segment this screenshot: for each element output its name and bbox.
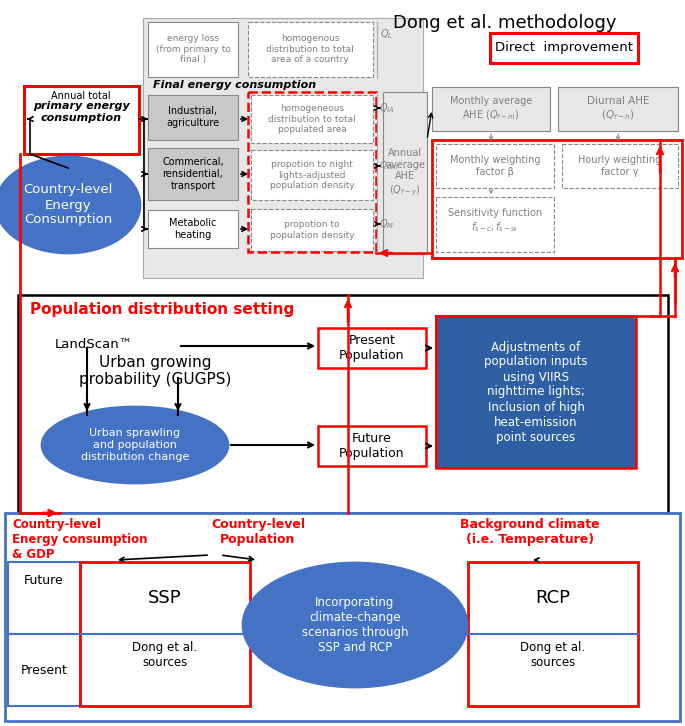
Bar bbox=[251, 95, 373, 143]
Text: $Q_M$: $Q_M$ bbox=[379, 217, 395, 231]
Bar bbox=[436, 144, 554, 188]
Bar bbox=[318, 328, 426, 368]
Bar bbox=[562, 144, 678, 188]
Text: $Q_{CRT}$: $Q_{CRT}$ bbox=[379, 160, 401, 172]
Text: homogeneous
distribution to total
populated area: homogeneous distribution to total popula… bbox=[268, 104, 356, 134]
Text: Dong et al.
sources: Dong et al. sources bbox=[521, 641, 586, 669]
Bar bbox=[8, 634, 80, 706]
Bar bbox=[24, 86, 139, 154]
Bar bbox=[432, 140, 682, 258]
Text: Industrial,
agriculture: Industrial, agriculture bbox=[166, 106, 220, 128]
Bar bbox=[248, 92, 376, 252]
Bar bbox=[436, 197, 554, 252]
Text: Present: Present bbox=[21, 664, 67, 677]
Bar bbox=[383, 92, 427, 254]
Text: Population distribution setting: Population distribution setting bbox=[30, 302, 295, 317]
Text: Monthly weighting
factor β: Monthly weighting factor β bbox=[450, 155, 540, 177]
Text: energy loss
(from primary to
final ): energy loss (from primary to final ) bbox=[155, 34, 230, 64]
Bar bbox=[148, 210, 238, 248]
Ellipse shape bbox=[42, 407, 228, 483]
Text: Diurnal AHE
$(Q_{f-h})$: Diurnal AHE $(Q_{f-h})$ bbox=[587, 97, 649, 122]
Text: $Q_L$: $Q_L$ bbox=[380, 27, 393, 41]
Bar bbox=[436, 316, 636, 468]
Text: Final energy consumption: Final energy consumption bbox=[153, 80, 316, 90]
Ellipse shape bbox=[0, 157, 140, 253]
Bar bbox=[251, 209, 373, 251]
Text: Country-level
Energy
Consumption: Country-level Energy Consumption bbox=[23, 184, 113, 227]
Text: primary energy
consumption: primary energy consumption bbox=[33, 101, 129, 123]
Bar bbox=[248, 22, 373, 77]
Text: SSP: SSP bbox=[148, 589, 182, 607]
Text: Monthly average
AHE $(Q_{f-m})$: Monthly average AHE $(Q_{f-m})$ bbox=[450, 97, 532, 122]
Text: Hourly weighting
factor γ: Hourly weighting factor γ bbox=[578, 155, 662, 177]
Text: Future
Population: Future Population bbox=[339, 432, 405, 460]
Bar bbox=[80, 562, 250, 706]
Bar bbox=[143, 18, 423, 278]
Bar bbox=[251, 150, 373, 200]
Bar bbox=[148, 95, 238, 140]
Bar bbox=[318, 426, 426, 466]
Text: $Q_{IA}$: $Q_{IA}$ bbox=[379, 101, 395, 115]
Text: Annual total: Annual total bbox=[51, 91, 111, 101]
Bar bbox=[18, 295, 668, 513]
Text: LandScan™: LandScan™ bbox=[55, 338, 133, 351]
Text: Country-level
Energy consumption
& GDP: Country-level Energy consumption & GDP bbox=[12, 518, 147, 561]
Text: Urban sprawling
and population
distribution change: Urban sprawling and population distribut… bbox=[81, 428, 189, 462]
Text: Direct  improvement: Direct improvement bbox=[495, 41, 633, 54]
Text: Country-level
Population: Country-level Population bbox=[211, 518, 305, 546]
Text: Incorporating
climate-change
scenarios through
SSP and RCP: Incorporating climate-change scenarios t… bbox=[302, 596, 408, 654]
Text: Metabolic
heating: Metabolic heating bbox=[169, 219, 216, 240]
Bar bbox=[148, 148, 238, 200]
Text: Sensitivity function
$f_{s-c}, f_{s-w}$: Sensitivity function $f_{s-c}, f_{s-w}$ bbox=[448, 208, 542, 234]
Bar bbox=[5, 513, 680, 721]
Text: Dong et al.
sources: Dong et al. sources bbox=[132, 641, 197, 669]
Text: Urban growing
probability (GUGPS): Urban growing probability (GUGPS) bbox=[79, 355, 231, 388]
Text: Annual
average
AHE
$(Q_{f-y})$: Annual average AHE $(Q_{f-y})$ bbox=[385, 148, 425, 197]
Text: Present
Population: Present Population bbox=[339, 334, 405, 362]
Text: propotion to
population density: propotion to population density bbox=[270, 220, 354, 240]
Bar bbox=[468, 562, 638, 706]
Bar bbox=[432, 87, 550, 131]
Text: Adjustments of
population inputs
using VIIRS
nighttime lights;
Inclusion of high: Adjustments of population inputs using V… bbox=[484, 340, 588, 444]
Text: Commerical,
rensidential,
transport: Commerical, rensidential, transport bbox=[162, 158, 224, 191]
Bar bbox=[558, 87, 678, 131]
Text: Future: Future bbox=[24, 574, 64, 587]
Bar bbox=[490, 33, 638, 63]
Bar bbox=[148, 22, 238, 77]
Text: homogenous
distribution to total
area of a country: homogenous distribution to total area of… bbox=[266, 34, 354, 64]
Text: Background climate
(i.e. Temperature): Background climate (i.e. Temperature) bbox=[460, 518, 600, 546]
Text: Dong et al. methodology: Dong et al. methodology bbox=[393, 14, 616, 32]
Bar bbox=[436, 316, 636, 468]
Text: RCP: RCP bbox=[536, 589, 571, 607]
Bar bbox=[8, 562, 80, 634]
Ellipse shape bbox=[243, 563, 467, 687]
Text: propotion to night
lights-adjusted
population density: propotion to night lights-adjusted popul… bbox=[270, 160, 354, 190]
